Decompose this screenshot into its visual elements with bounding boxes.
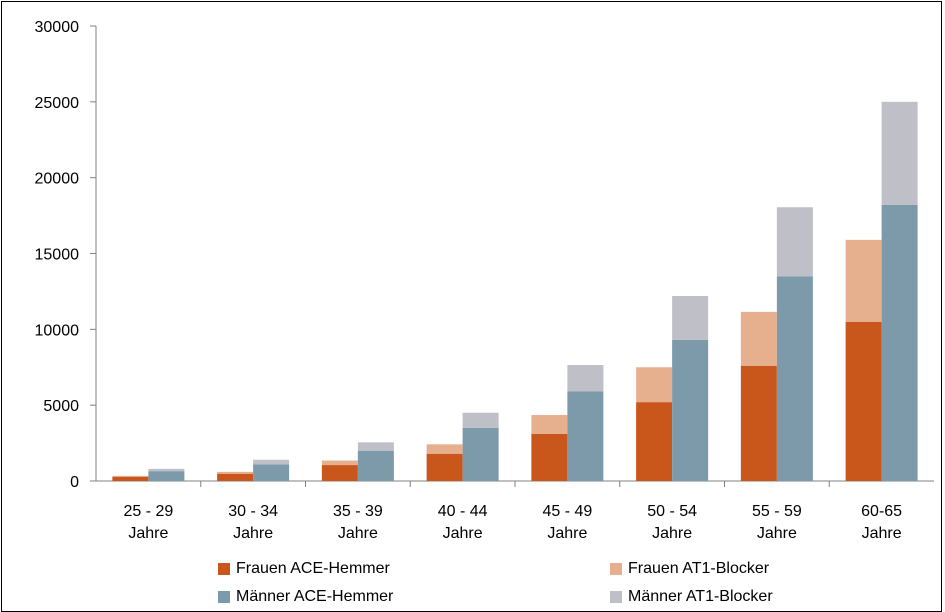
x-tick-label: 30 - 34 <box>228 503 278 520</box>
x-tick-label: Jahre <box>652 525 692 542</box>
x-tick-label: Jahre <box>128 525 168 542</box>
y-tick-label: 25000 <box>35 95 80 112</box>
bar-frauen-ace <box>636 402 673 481</box>
x-tick-label: Jahre <box>233 525 273 542</box>
bar-maenner-at1 <box>567 364 604 392</box>
bar-maenner-at1 <box>672 295 709 340</box>
y-tick-label: 15000 <box>35 247 80 264</box>
y-tick-label: 0 <box>70 474 79 491</box>
legend-label-maenner-at1: Männer AT1-Blocker <box>628 588 773 605</box>
bar-maenner-ace <box>776 276 813 481</box>
bar-frauen-at1 <box>321 460 358 466</box>
x-tick-label: Jahre <box>547 525 587 542</box>
x-tick-label: 35 - 39 <box>333 503 383 520</box>
bar-frauen-at1 <box>112 475 149 477</box>
bar-maenner-at1 <box>462 412 499 428</box>
legend-swatch-frauen-at1 <box>610 563 622 575</box>
bar-maenner-ace <box>357 450 394 481</box>
bar-frauen-at1 <box>636 367 673 403</box>
x-tick-label: Jahre <box>757 525 797 542</box>
legend: Frauen ACE-Hemmer Frauen AT1-Blocker Män… <box>218 556 838 610</box>
x-tick-label: Jahre <box>338 525 378 542</box>
bar-maenner-at1 <box>776 207 813 277</box>
bar-maenner-at1 <box>357 442 394 451</box>
bar-maenner-at1 <box>881 101 918 205</box>
bar-frauen-ace <box>531 433 568 481</box>
bar-frauen-at1 <box>740 311 777 366</box>
x-tick-label: 60-65 <box>861 503 902 520</box>
x-tick-label: 45 - 49 <box>542 503 592 520</box>
bar-maenner-at1 <box>253 459 290 465</box>
legend-swatch-maenner-at1 <box>610 591 622 603</box>
legend-swatch-maenner-ace <box>218 591 230 603</box>
x-tick-label: Jahre <box>862 525 902 542</box>
bar-frauen-at1 <box>217 471 254 474</box>
bar-frauen-ace <box>845 321 882 481</box>
bar-maenner-ace <box>567 391 604 481</box>
legend-label-frauen-at1: Frauen AT1-Blocker <box>628 560 770 577</box>
bar-frauen-ace <box>321 465 358 481</box>
bar-frauen-ace <box>740 365 777 481</box>
y-tick-label: 20000 <box>35 171 80 188</box>
bar-frauen-at1 <box>845 239 882 322</box>
bar-maenner-ace <box>462 427 499 481</box>
x-tick-label: 40 - 44 <box>438 503 488 520</box>
legend-label-frauen-ace: Frauen ACE-Hemmer <box>236 560 390 577</box>
legend-item-maenner-at1: Männer AT1-Blocker <box>610 588 773 606</box>
x-tick-label: 55 - 59 <box>752 503 802 520</box>
bar-maenner-at1 <box>148 468 185 472</box>
bar-maenner-ace <box>881 204 918 481</box>
y-tick-label: 30000 <box>35 19 80 36</box>
x-tick-label: Jahre <box>443 525 483 542</box>
y-tick-label: 5000 <box>43 398 79 415</box>
x-tick-label: 50 - 54 <box>647 503 697 520</box>
bar-frauen-at1 <box>531 415 568 434</box>
bar-frauen-ace <box>112 476 149 481</box>
legend-swatch-frauen-ace <box>218 563 230 575</box>
bar-maenner-ace <box>253 464 290 481</box>
legend-item-frauen-at1: Frauen AT1-Blocker <box>610 560 769 578</box>
bar-maenner-ace <box>148 471 185 481</box>
legend-item-maenner-ace: Männer ACE-Hemmer <box>218 588 393 606</box>
legend-item-frauen-ace: Frauen ACE-Hemmer <box>218 560 390 578</box>
bar-frauen-ace <box>217 473 254 481</box>
bar-frauen-at1 <box>426 444 463 454</box>
legend-label-maenner-ace: Männer ACE-Hemmer <box>236 588 394 605</box>
bar-frauen-ace <box>426 453 463 481</box>
bar-maenner-ace <box>672 339 709 481</box>
y-tick-label: 10000 <box>35 322 80 339</box>
x-tick-label: 25 - 29 <box>123 503 173 520</box>
